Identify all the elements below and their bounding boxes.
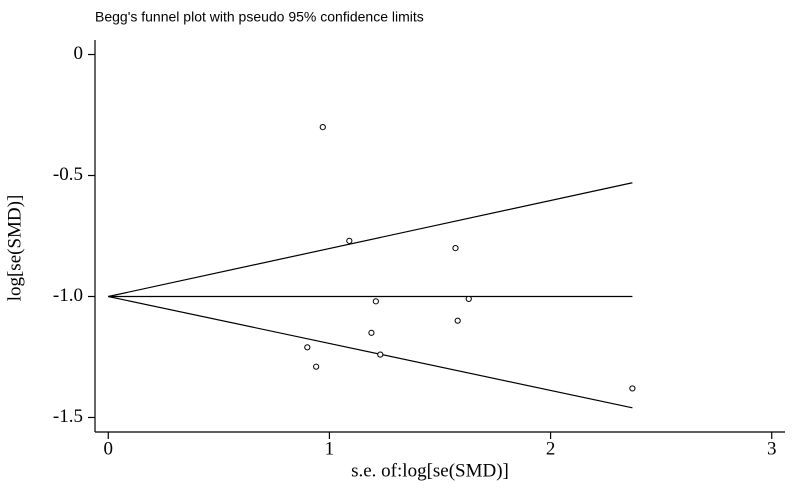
limit-line — [108, 295, 633, 409]
y-axis-label: log[se(SMD)] — [4, 195, 25, 302]
chart-title: Begg's funnel plot with pseudo 95% confi… — [95, 9, 424, 25]
x-tick-label: 1 — [325, 438, 335, 459]
x-tick-label: 3 — [767, 438, 777, 459]
data-point — [319, 124, 326, 131]
data-point — [629, 385, 636, 392]
y-tick-label: -1.0 — [53, 285, 83, 306]
data-point — [465, 295, 472, 303]
x-axis-label: s.e. of:log[se(SMD)] — [351, 460, 509, 481]
data-point — [368, 329, 375, 336]
x-tick-label: 2 — [546, 438, 556, 459]
data-point — [304, 344, 311, 351]
data-point — [313, 363, 320, 370]
data-point — [346, 237, 353, 244]
data-point — [452, 244, 459, 252]
data-point — [377, 351, 384, 358]
y-tick-label: -1.5 — [53, 406, 83, 427]
data-point — [372, 298, 379, 305]
data-point — [454, 317, 461, 324]
limit-line — [108, 182, 633, 298]
y-tick-label: 0 — [74, 43, 84, 64]
y-tick-label: -0.5 — [53, 164, 83, 185]
x-tick-label: 0 — [104, 438, 114, 459]
